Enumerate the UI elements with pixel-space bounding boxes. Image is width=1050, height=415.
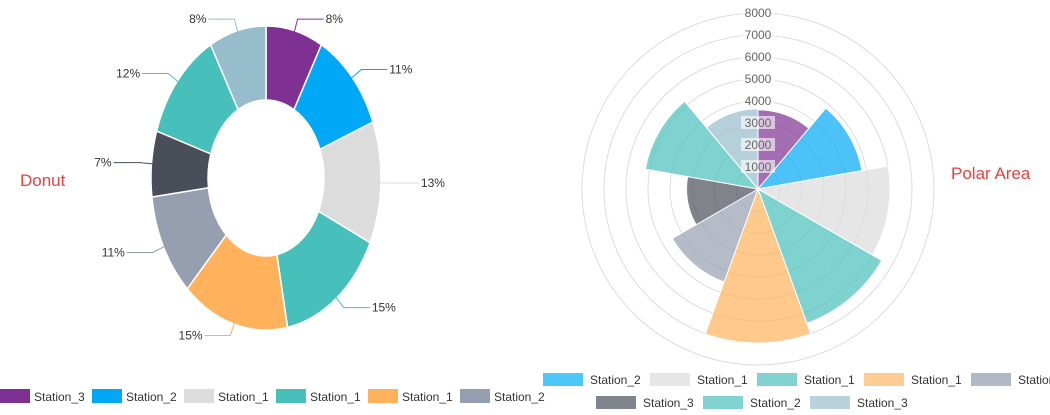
legend-label: Station_2 (126, 390, 177, 404)
legend-label: Station_2 (590, 373, 641, 387)
donut-leader-line (204, 321, 235, 336)
polar-tick-backdrop (741, 116, 775, 129)
legend-swatch (460, 389, 490, 403)
polar-tick-label: 4000 (745, 94, 772, 108)
donut-chart: 8% 11% 13% 15% 15% 11% 7% 12% 8% (94, 12, 445, 342)
donut-leader-line (126, 245, 166, 253)
legend-label: Station_3 (857, 396, 908, 410)
donut-data-label: 7% (94, 156, 112, 170)
polar-tick-label: 1000 (745, 160, 772, 174)
donut-data-label: 15% (372, 301, 396, 315)
legend-label: Station_1 (697, 373, 748, 387)
polar-segment (756, 165, 891, 256)
polar-tick-backdrop (741, 6, 775, 19)
polar-tick-backdrop (741, 72, 775, 85)
legend-swatch (92, 389, 122, 403)
polar-tick-label: 6000 (745, 50, 772, 64)
legend-swatch (543, 373, 583, 386)
polar-tick-label: 8000 (745, 6, 772, 20)
legend-swatch (596, 396, 636, 409)
legend-swatch (864, 373, 904, 386)
polar-tick-backdrop (741, 160, 775, 173)
polar-chart-label: Polar Area (951, 164, 1031, 183)
donut-leader-line (334, 296, 370, 309)
donut-legend: Station_3 Station_2 Station_1 Station_1 Stat… (0, 389, 545, 404)
polar-area-chart: 1000 2000 3000 4000 5000 6000 7000 8000 (581, 6, 935, 366)
polar-tick-label: 7000 (745, 28, 772, 42)
polar-tick-backdrop (741, 138, 775, 151)
donut-leader-line (208, 18, 239, 33)
legend-label: Station_3 (34, 390, 85, 404)
legend-swatch (0, 389, 30, 403)
legend-label: Station_2 (750, 396, 801, 410)
donut-data-label: 8% (189, 12, 207, 26)
legend-swatch (703, 396, 743, 409)
legend-swatch (971, 373, 1011, 386)
donut-leader-line (142, 72, 180, 83)
legend-swatch (757, 373, 797, 386)
donut-leader-line (350, 69, 388, 80)
polar-segment (644, 100, 760, 190)
legend-label: Station_1 (310, 390, 361, 404)
legend-swatch (810, 396, 850, 409)
polar-segment (671, 187, 759, 283)
polar-segment (704, 187, 812, 344)
legend-label: Station_1 (402, 390, 453, 404)
legend-label: Station (1018, 373, 1050, 387)
polar-tick-label: 5000 (745, 72, 772, 86)
polar-tick-backdrop (741, 50, 775, 63)
legend-swatch (368, 389, 398, 403)
legend-label: Station_1 (911, 373, 962, 387)
donut-data-label: 11% (389, 63, 412, 77)
polar-tick-label: 2000 (745, 138, 772, 152)
legend-label: Station_1 (218, 390, 269, 404)
legend-label: Station_3 (643, 396, 694, 410)
donut-data-label: 13% (421, 176, 445, 190)
polar-segment (757, 187, 883, 325)
polar-tick-backdrop (741, 94, 775, 107)
legend-swatch (184, 389, 214, 403)
donut-leader-line (113, 162, 154, 165)
donut-chart-label: Donut (20, 171, 66, 190)
donut-data-label: 11% (102, 245, 125, 259)
donut-data-label: 12% (116, 66, 140, 80)
legend-swatch (650, 373, 690, 386)
polar-segment (756, 107, 863, 190)
donut-slice (209, 25, 267, 111)
legend-swatch (276, 389, 306, 403)
donut-leader-line (293, 18, 324, 33)
donut-data-label: 8% (326, 12, 344, 26)
donut-data-label: 15% (179, 328, 203, 342)
legend-label: Station_1 (804, 373, 855, 387)
legend-label: Station_2 (494, 390, 545, 404)
polar-tick-backdrop (741, 28, 775, 41)
polar-legend: Station_2 Station_1 Station_1 Station_1 Stat… (543, 373, 1050, 410)
polar-tick-label: 3000 (745, 116, 772, 130)
